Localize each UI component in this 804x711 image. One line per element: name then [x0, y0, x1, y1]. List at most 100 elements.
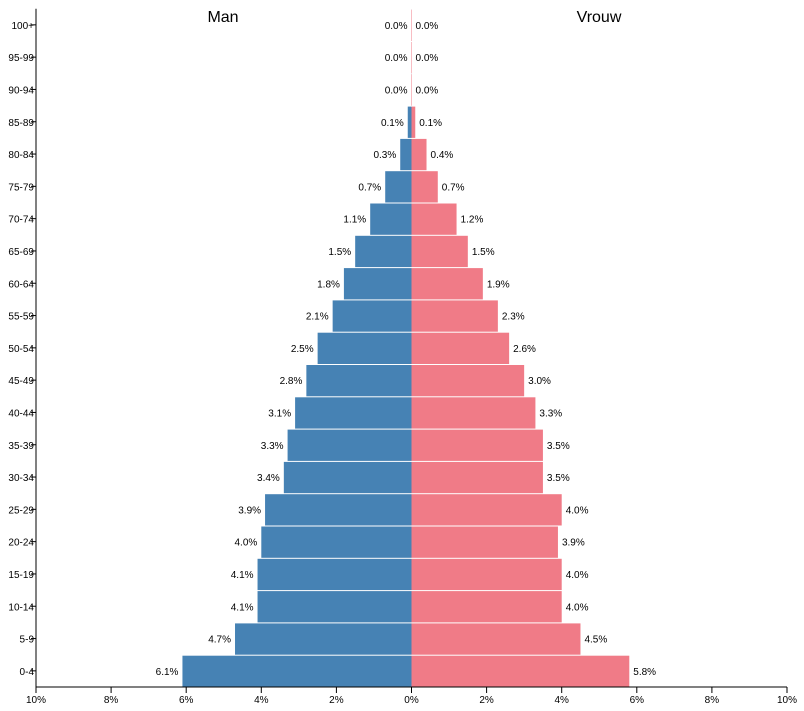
female-bar: [411, 591, 562, 623]
age-group-label: 45-49: [8, 376, 34, 387]
male-value-label: 0.3%: [373, 150, 396, 161]
x-tick-label: 10%: [777, 695, 797, 706]
male-series-title: Man: [207, 9, 238, 26]
x-tick-label: 6%: [179, 695, 194, 706]
male-value-labels: 6.1% 4.7% 4.1% 4.1% 4.0% 3.9% 3.4% 3.3% 3.1% 2.8%…: [156, 21, 408, 678]
male-value-label: 1.1%: [343, 215, 366, 226]
age-group-label: 60-64: [8, 279, 34, 290]
male-value-label: 2.8%: [280, 376, 303, 387]
female-value-label: 4.0%: [566, 505, 589, 516]
male-value-label: 3.4%: [257, 473, 280, 484]
male-value-label: 0.1%: [381, 118, 404, 129]
female-bar: [411, 268, 483, 300]
male-bar: [407, 106, 412, 138]
age-group-label: 95-99: [8, 53, 34, 64]
age-group-label: 5-9: [20, 635, 35, 646]
male-value-label: 0.7%: [358, 182, 381, 193]
male-bar: [295, 397, 412, 429]
female-bar: [411, 365, 525, 397]
age-group-label: 80-84: [8, 150, 34, 161]
male-value-label: 3.3%: [261, 441, 284, 452]
age-group-label: 90-94: [8, 85, 34, 96]
male-value-label: 0.0%: [385, 21, 408, 32]
female-bar: [411, 235, 468, 268]
male-bar: [261, 526, 412, 558]
male-value-label: 1.8%: [317, 279, 340, 290]
female-bar: [411, 332, 510, 364]
male-bar: [332, 300, 412, 332]
x-tick-label: 4%: [254, 695, 269, 706]
female-value-label: 0.0%: [416, 21, 439, 32]
female-bar: [411, 203, 457, 235]
female-value-label: 3.0%: [528, 376, 551, 387]
female-series-title: Vrouw: [577, 9, 622, 26]
female-bars: [411, 9, 630, 687]
female-bar: [411, 300, 498, 332]
x-tick-label: 6%: [630, 695, 645, 706]
female-bar: [411, 74, 412, 106]
age-group-label: 70-74: [8, 215, 34, 226]
male-bar: [265, 494, 412, 526]
female-value-label: 2.6%: [513, 344, 536, 355]
age-group-label: 85-89: [8, 118, 34, 129]
male-value-label: 0.0%: [385, 53, 408, 64]
female-value-label: 3.3%: [539, 408, 562, 419]
age-group-label: 10-14: [8, 602, 34, 613]
female-value-label: 4.0%: [566, 570, 589, 581]
male-bar: [343, 268, 412, 300]
male-bar: [283, 461, 412, 494]
x-tick-label: 10%: [26, 695, 46, 706]
female-value-label: 0.4%: [431, 150, 454, 161]
female-bar: [411, 461, 543, 494]
female-value-label: 1.2%: [461, 215, 484, 226]
male-value-label: 4.1%: [231, 570, 254, 581]
female-bar: [411, 138, 427, 171]
female-value-label: 0.0%: [416, 53, 439, 64]
female-value-label: 2.3%: [502, 312, 525, 323]
female-value-label: 3.9%: [562, 538, 585, 549]
percent-x-axis: 10% 8% 6% 4% 2% 0% 2% 4% 6% 8% 10%: [26, 686, 797, 706]
age-group-label: 15-19: [8, 570, 34, 581]
female-bar: [411, 42, 412, 74]
female-value-label: 0.1%: [419, 118, 442, 129]
age-group-label: 75-79: [8, 182, 34, 193]
male-value-label: 4.7%: [208, 635, 231, 646]
male-value-label: 2.5%: [291, 344, 314, 355]
female-bar: [411, 494, 562, 526]
age-group-label: 65-69: [8, 247, 34, 258]
age-group-label: 25-29: [8, 505, 34, 516]
male-value-label: 3.1%: [268, 408, 291, 419]
female-bar: [411, 655, 630, 687]
male-value-label: 4.1%: [231, 602, 254, 613]
age-group-label: 100+: [11, 21, 34, 32]
x-tick-label: 8%: [705, 695, 720, 706]
male-bar: [355, 235, 412, 268]
male-value-label: 3.9%: [238, 505, 261, 516]
x-tick-label: 0%: [404, 695, 419, 706]
male-bar: [182, 655, 412, 687]
male-value-label: 4.0%: [235, 538, 258, 549]
male-bars: [182, 9, 412, 687]
female-value-label: 4.0%: [566, 602, 589, 613]
male-bar: [317, 332, 412, 364]
female-value-label: 5.8%: [633, 667, 656, 678]
age-group-label: 50-54: [8, 344, 34, 355]
age-group-label: 20-24: [8, 538, 34, 549]
male-value-label: 1.5%: [328, 247, 351, 258]
female-value-label: 4.5%: [584, 635, 607, 646]
female-value-label: 0.0%: [416, 85, 439, 96]
female-value-label: 3.5%: [547, 473, 570, 484]
female-bar: [411, 171, 438, 203]
female-value-label: 0.7%: [442, 182, 465, 193]
age-group-label: 30-34: [8, 473, 34, 484]
age-group-axis: 0-4 5-9 10-14 15-19 20-24 25-29 30-34 35-39 40-4…: [8, 8, 37, 687]
female-value-labels: 5.8% 4.5% 4.0% 4.0% 3.9% 4.0% 3.5% 3.5% 3.3% 3.0%…: [416, 21, 657, 678]
female-value-label: 1.9%: [487, 279, 510, 290]
male-value-label: 2.1%: [306, 312, 329, 323]
age-group-label: 35-39: [8, 441, 34, 452]
male-value-label: 6.1%: [156, 667, 179, 678]
male-bar: [257, 558, 412, 591]
female-value-label: 1.5%: [472, 247, 495, 258]
x-tick-label: 8%: [104, 695, 119, 706]
